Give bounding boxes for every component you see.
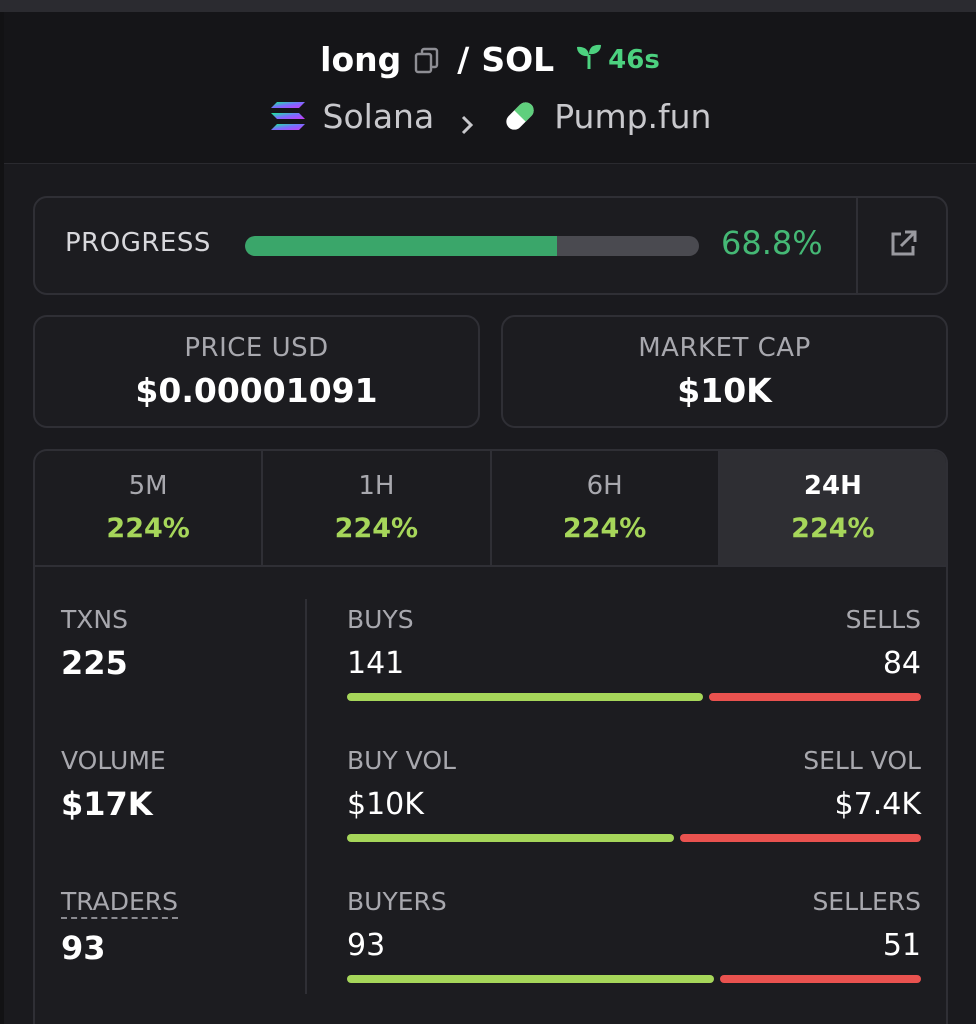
tab-label: 6H	[586, 471, 623, 501]
pair-age-value: 46s	[608, 44, 660, 75]
volume-metric: VOLUME $17K	[61, 746, 166, 823]
buyers-sellers-bar	[347, 975, 921, 983]
pair-header: long / SOL 46s Solana Pump.fun	[4, 12, 976, 164]
progress-divider	[856, 198, 858, 293]
tab-change: 224%	[791, 513, 875, 544]
buyers-label: BUYERS	[347, 887, 447, 916]
tab-6h[interactable]: 6H 224%	[492, 451, 720, 565]
buyers-sellers-split: BUYERS SELLERS 93 51	[347, 887, 921, 983]
tab-label: 1H	[358, 471, 395, 501]
tab-change: 224%	[106, 513, 190, 544]
volume-value: $17K	[61, 785, 153, 823]
chevron-right-icon	[456, 105, 478, 135]
timeframe-stats-card: 5M 224% 1H 224% 6H 224% 24H 224% TXNS 22…	[33, 449, 948, 1024]
buy-vol-value: $10K	[347, 787, 424, 822]
txns-value: 225	[61, 644, 128, 682]
totals-column: TXNS 225 VOLUME $17K TRADERS 93	[35, 569, 305, 1024]
sprout-icon	[574, 41, 604, 78]
tab-24h[interactable]: 24H 224%	[719, 451, 946, 565]
buy-sell-volume-split: BUY VOL SELL VOL $10K $7.4K	[347, 746, 921, 842]
progress-bar	[245, 236, 699, 256]
tab-5m[interactable]: 5M 224%	[35, 451, 264, 565]
traders-label[interactable]: TRADERS	[61, 887, 179, 919]
tab-change: 224%	[562, 513, 647, 544]
progress-value: 68.8%	[721, 224, 823, 262]
tab-1h[interactable]: 1H 224%	[263, 451, 492, 565]
pill-icon	[500, 96, 540, 136]
solana-logo-icon	[269, 96, 309, 136]
sellers-label: SELLERS	[812, 887, 921, 916]
price-usd-card: PRICE USD $0.00001091	[33, 315, 480, 428]
column-divider	[305, 599, 307, 994]
token-symbol: long	[320, 40, 402, 79]
sells-bar	[709, 693, 921, 701]
sells-label: SELLS	[845, 605, 921, 634]
tab-change: 224%	[334, 513, 419, 544]
external-link-button[interactable]	[858, 198, 948, 293]
external-link-icon	[887, 228, 919, 264]
breadcrumb: Solana Pump.fun	[4, 96, 976, 136]
buy-vol-label: BUY VOL	[347, 746, 456, 775]
window-top-strip	[0, 0, 976, 12]
pair-separator: /	[457, 40, 470, 79]
dex-link[interactable]: Pump.fun	[554, 96, 712, 136]
buyers-bar	[347, 975, 714, 983]
buys-bar	[347, 693, 704, 701]
buys-label: BUYS	[347, 605, 414, 634]
buy-vol-bar	[347, 834, 674, 842]
buys-value: 141	[347, 646, 405, 681]
pair-title-row: long / SOL 46s	[4, 40, 976, 79]
txns-metric: TXNS 225	[61, 605, 128, 682]
bonding-progress-card: PROGRESS 68.8%	[33, 196, 948, 295]
buys-sells-split: BUYS SELLS 141 84	[347, 605, 921, 701]
buyers-value: 93	[347, 928, 386, 963]
quote-symbol: SOL	[481, 40, 555, 79]
buy-sell-volume-bar	[347, 834, 921, 842]
traders-metric: TRADERS 93	[61, 887, 179, 967]
tab-label: 5M	[128, 471, 168, 501]
volume-label: VOLUME	[61, 746, 166, 775]
tab-label: 24H	[803, 471, 862, 501]
chain-link[interactable]: Solana	[322, 96, 435, 136]
market-cap-label: MARKET CAP	[638, 333, 811, 363]
copy-icon[interactable]	[413, 46, 441, 74]
timeframe-tabs: 5M 224% 1H 224% 6H 224% 24H 224%	[35, 451, 946, 567]
sell-vol-label: SELL VOL	[803, 746, 921, 775]
sells-value: 84	[882, 646, 921, 681]
buys-sells-bar	[347, 693, 921, 701]
sell-vol-bar	[679, 834, 921, 842]
left-panel-edge	[0, 12, 4, 1024]
txns-label: TXNS	[61, 605, 128, 634]
progress-label: PROGRESS	[65, 228, 211, 258]
market-cap-card: MARKET CAP $10K	[501, 315, 948, 428]
sell-vol-value: $7.4K	[834, 787, 921, 822]
pair-age: 46s	[574, 41, 660, 78]
traders-value: 93	[61, 929, 106, 967]
market-cap-value: $10K	[677, 371, 772, 410]
sellers-value: 51	[882, 928, 921, 963]
price-usd-label: PRICE USD	[184, 333, 329, 363]
price-usd-value: $0.00001091	[135, 371, 378, 410]
sellers-bar	[719, 975, 921, 983]
progress-bar-fill	[245, 236, 558, 256]
